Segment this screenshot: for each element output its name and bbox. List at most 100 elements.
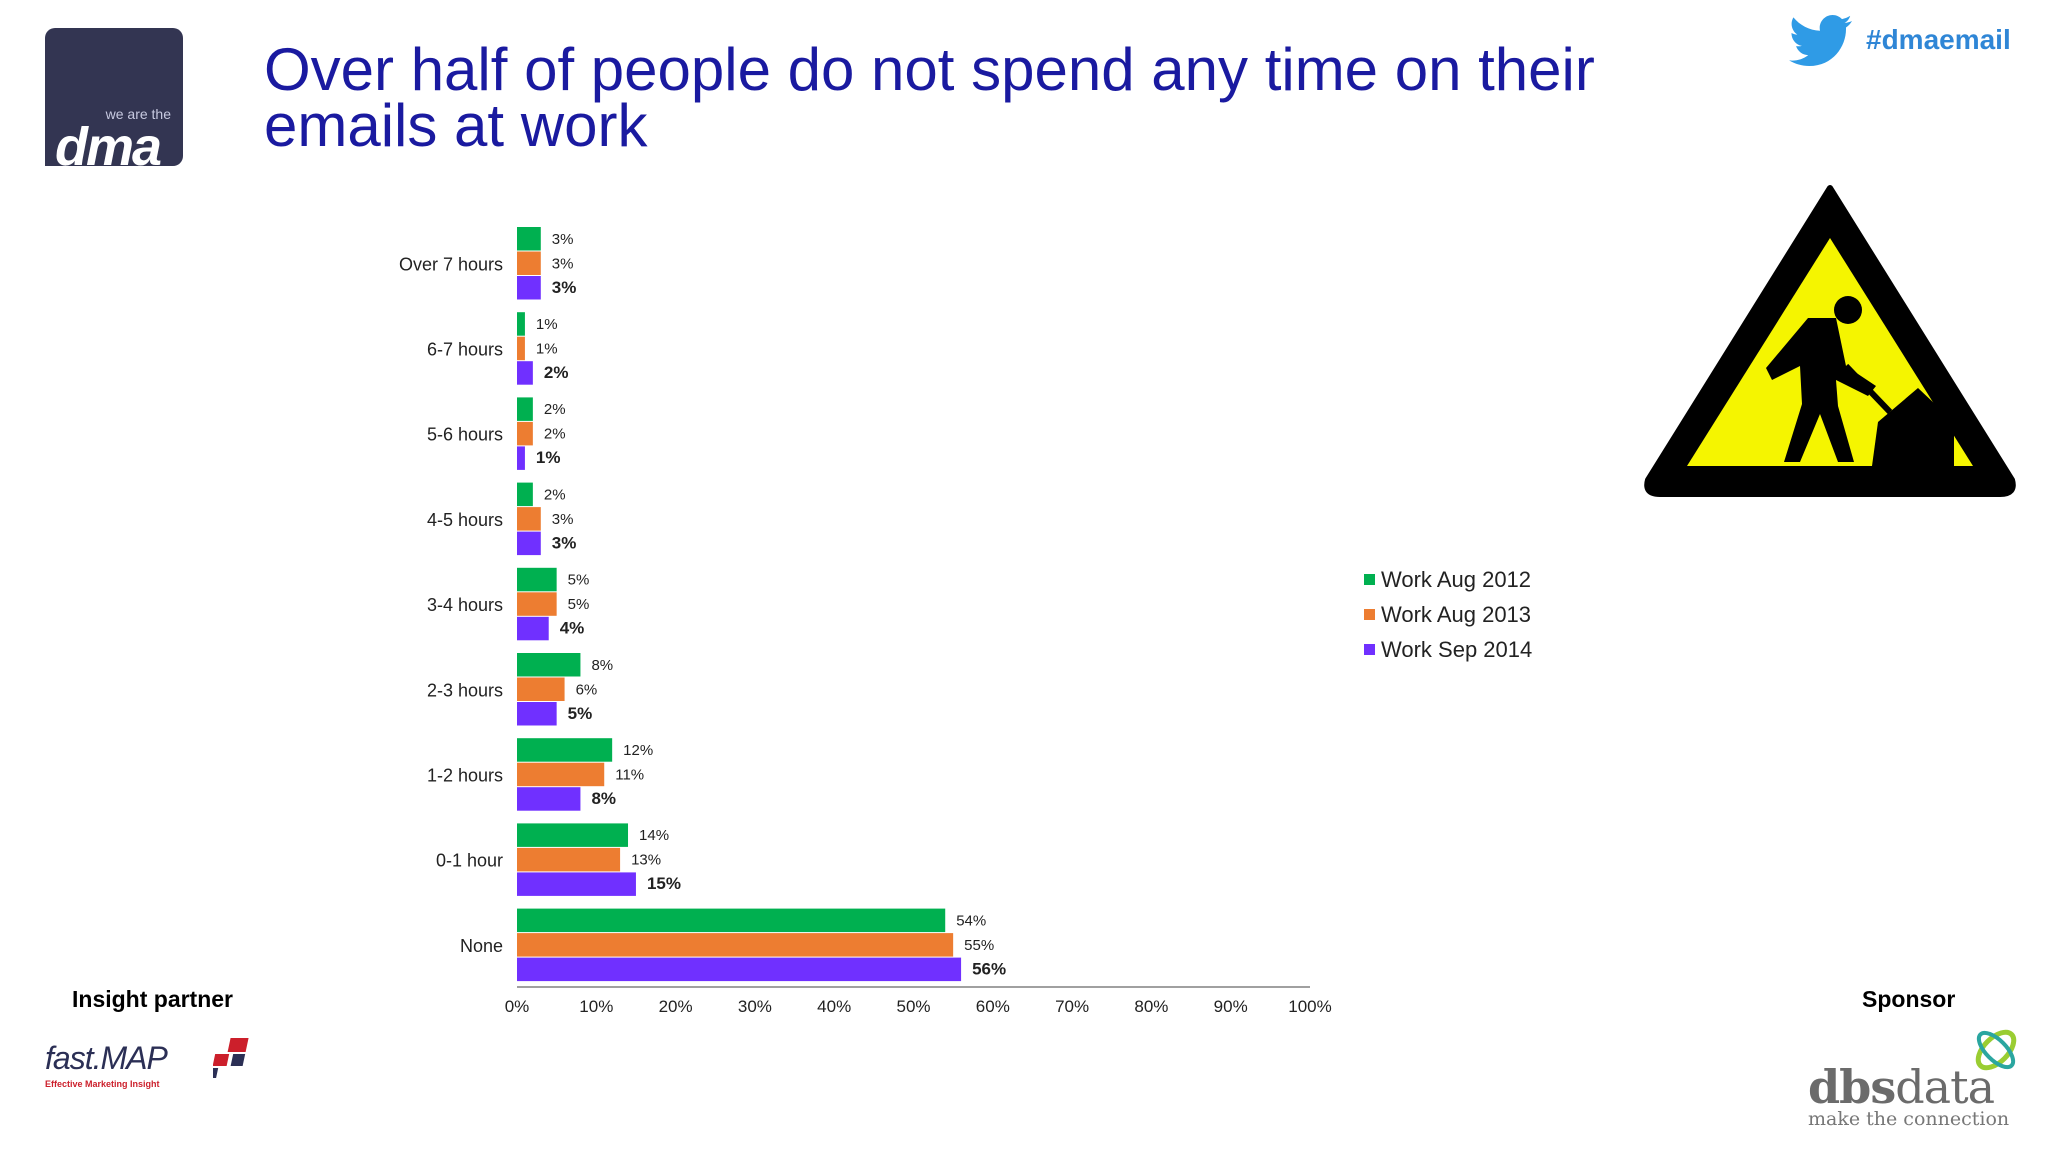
bar <box>517 482 533 507</box>
legend-label: Work Sep 2014 <box>1381 636 1533 662</box>
data-label: 8% <box>591 657 613 674</box>
dma-logo-small-text: we are the <box>105 106 171 122</box>
bar <box>517 823 629 847</box>
bar <box>517 933 954 957</box>
x-tick-label: 50% <box>896 997 930 1016</box>
bar <box>517 702 557 726</box>
data-label: 6% <box>576 681 598 698</box>
dbsdata-logo-text: dbsdata <box>1808 1060 2009 1114</box>
data-label: 1% <box>536 316 558 333</box>
bar <box>517 312 525 336</box>
data-label: 2% <box>544 363 569 382</box>
dbsdata-logo: dbsdata make the connection <box>1808 1060 2009 1130</box>
legend-swatch <box>1364 644 1375 655</box>
data-label: 1% <box>536 340 558 357</box>
x-tick-label: 100% <box>1288 997 1331 1016</box>
bar <box>517 567 557 592</box>
fastmap-logo-text: fast.MAP <box>45 1040 168 1076</box>
bar <box>517 397 533 421</box>
fastmap-logo: fast.MAP Effective Marketing Insight <box>45 1038 249 1089</box>
title-line-2: emails at work <box>264 92 648 159</box>
category-label: 1-2 hours <box>427 765 503 785</box>
title-line-1: Over half of people do not spend any tim… <box>264 36 1595 103</box>
legend-label: Work Aug 2013 <box>1381 601 1532 627</box>
hashtag-text: #dmaemail <box>1866 24 2011 55</box>
dbsdata-logo-rest: data <box>1895 1060 1995 1114</box>
category-label: 2-3 hours <box>427 680 503 700</box>
data-label: 2% <box>544 426 566 443</box>
bar <box>517 762 605 787</box>
dbsdata-logo-bold: dbs <box>1808 1060 1896 1114</box>
bar <box>517 677 565 701</box>
legend-swatch <box>1364 574 1375 585</box>
fastmap-tagline: Effective Marketing Insight <box>45 1079 160 1089</box>
bar <box>517 276 541 300</box>
category-label: 5-6 hours <box>427 425 503 445</box>
bar <box>517 361 533 385</box>
slide-title: Over half of people do not spend any tim… <box>264 36 1664 159</box>
bar <box>517 872 636 896</box>
chart-legend: Work Aug 2012 Work Aug 2013 Work Sep 201… <box>1364 562 1532 667</box>
data-label: 5% <box>568 572 590 589</box>
data-label: 54% <box>956 912 986 929</box>
data-label: 3% <box>552 255 574 272</box>
x-tick-label: 30% <box>738 997 772 1016</box>
dbsdata-tagline: make the connection <box>1808 1108 2010 1130</box>
legend-item: Work Sep 2014 <box>1364 632 1532 667</box>
bar <box>517 251 541 275</box>
legend-item: Work Aug 2012 <box>1364 562 1532 597</box>
bar <box>517 787 581 811</box>
sponsor-label: Sponsor <box>1862 986 1956 1012</box>
data-label: 55% <box>964 937 994 954</box>
category-label: 3-4 hours <box>427 595 503 615</box>
bar <box>517 957 962 982</box>
legend-item: Work Aug 2013 <box>1364 597 1532 632</box>
x-tick-label: 0% <box>505 997 530 1016</box>
x-tick-label: 90% <box>1214 997 1248 1016</box>
bar <box>517 908 946 933</box>
bar <box>517 531 541 556</box>
data-label: 2% <box>544 486 566 503</box>
data-label: 8% <box>591 789 616 808</box>
data-label: 3% <box>552 511 574 528</box>
fastmap-squares-icon <box>213 1038 249 1078</box>
bar <box>517 227 541 251</box>
data-label: 3% <box>552 278 577 297</box>
x-tick-label: 20% <box>659 997 693 1016</box>
bar <box>517 653 581 677</box>
insight-partner-label: Insight partner <box>72 986 234 1012</box>
category-label: None <box>460 936 503 956</box>
legend-swatch <box>1364 609 1375 620</box>
bar <box>517 507 541 531</box>
data-label: 1% <box>536 448 561 467</box>
roadworks-warning-sign-icon <box>1644 185 2016 497</box>
dma-logo: we are the dma <box>45 28 183 174</box>
data-label: 11% <box>615 766 644 783</box>
category-label: 0-1 hour <box>436 851 503 871</box>
bar <box>517 421 533 446</box>
bar <box>517 738 613 762</box>
data-label: 15% <box>647 874 681 893</box>
data-label: 5% <box>568 704 593 723</box>
category-label: 4-5 hours <box>427 510 503 530</box>
legend-label: Work Aug 2012 <box>1381 566 1532 592</box>
data-label: 4% <box>560 619 585 638</box>
data-label: 5% <box>568 596 590 613</box>
category-label: 6-7 hours <box>427 339 503 359</box>
x-tick-label: 40% <box>817 997 851 1016</box>
bar <box>517 336 525 361</box>
dbsdata-swirl-icon <box>1975 1029 2017 1071</box>
bar <box>517 847 621 872</box>
data-label: 2% <box>544 401 566 418</box>
bar <box>517 446 525 470</box>
data-label: 12% <box>623 742 653 759</box>
data-label: 13% <box>631 852 661 869</box>
data-label: 3% <box>552 231 574 248</box>
bar <box>517 616 549 641</box>
bar <box>517 592 557 616</box>
data-label: 14% <box>639 827 669 844</box>
x-tick-label: 10% <box>579 997 613 1016</box>
x-tick-label: 70% <box>1055 997 1089 1016</box>
category-label: Over 7 hours <box>399 254 503 274</box>
